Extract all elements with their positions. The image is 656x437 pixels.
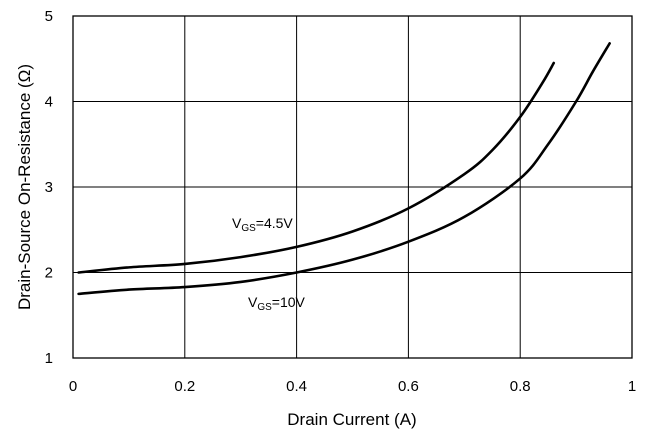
series-label-vgs-4p5v: VGS=4.5V	[232, 215, 293, 234]
series-lines	[77, 42, 611, 296]
x-tick-label: 1	[628, 378, 636, 395]
x-axis-ticks: 0 0.2 0.4 0.6 0.8 1	[69, 378, 636, 395]
y-axis-ticks: 1 2 3 4 5	[45, 8, 53, 367]
series-label-vgs-10v: VGS=10V	[248, 294, 306, 313]
x-tick-label: 0.6	[398, 378, 419, 395]
y-tick-label: 4	[45, 94, 53, 111]
x-tick-label: 0	[69, 378, 77, 395]
x-axis-label: Drain Current (A)	[287, 410, 416, 429]
series-line-1	[77, 42, 611, 296]
x-tick-label: 0.8	[510, 378, 531, 395]
x-tick-label: 0.4	[286, 378, 307, 395]
y-tick-label: 3	[45, 179, 53, 196]
series-line-0	[77, 61, 556, 274]
grid-lines	[72, 15, 633, 359]
plot-frame	[72, 15, 633, 359]
y-tick-label: 5	[45, 8, 53, 25]
y-tick-label: 2	[45, 265, 53, 282]
y-axis-label: Drain-Source On-Resistance (Ω)	[15, 64, 34, 310]
x-tick-label: 0.2	[174, 378, 195, 395]
y-tick-label: 1	[45, 350, 53, 367]
